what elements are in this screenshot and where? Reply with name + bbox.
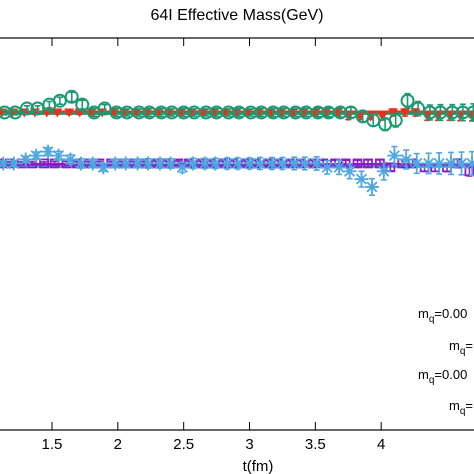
- star-marker: [197, 156, 212, 171]
- triangle-marker: [399, 108, 410, 118]
- star-marker: [364, 179, 379, 194]
- star-marker: [108, 156, 123, 171]
- star-marker: [41, 144, 56, 159]
- square-marker: [363, 158, 373, 169]
- circle-marker: [176, 105, 191, 120]
- circle-marker: [343, 105, 358, 120]
- circle-marker: [288, 105, 303, 120]
- star-marker: [399, 152, 414, 167]
- series-circle: [0, 89, 474, 132]
- legend-label: mq=0.00: [418, 306, 467, 325]
- star-marker: [6, 156, 21, 171]
- circle-marker: [19, 101, 34, 116]
- star-marker: [376, 164, 391, 179]
- star-marker: [220, 156, 235, 171]
- circle-marker: [266, 105, 281, 120]
- star-marker: [18, 152, 33, 167]
- star-marker: [432, 156, 447, 171]
- star-marker: [443, 156, 458, 171]
- circle-marker: [455, 105, 470, 120]
- star-marker: [409, 156, 424, 171]
- star-marker: [51, 148, 66, 163]
- star-marker: [387, 148, 402, 163]
- x-tick-label: 3.5: [305, 436, 326, 453]
- star-marker: [354, 172, 369, 187]
- circle-marker: [64, 89, 79, 104]
- circle-marker: [97, 101, 112, 116]
- star-marker: [152, 156, 167, 171]
- star-marker: [275, 156, 290, 171]
- circle-marker: [400, 93, 415, 108]
- star-marker: [73, 156, 88, 171]
- circle-marker: [411, 101, 426, 116]
- circle-marker: [52, 93, 67, 108]
- star-marker: [309, 156, 324, 171]
- circle-marker: [221, 105, 236, 120]
- star-marker: [454, 156, 469, 171]
- x-tick-label: 4: [377, 436, 385, 453]
- circle-marker: [199, 105, 214, 120]
- star-marker: [342, 164, 357, 179]
- square-marker: [352, 158, 363, 169]
- circle-marker: [30, 101, 45, 116]
- star-marker: [85, 156, 100, 171]
- star-marker: [118, 156, 133, 171]
- circle-marker: [310, 105, 325, 120]
- star-marker: [465, 156, 474, 171]
- x-axis-ticks: 1.5 2 2.5 3 3.5 4: [42, 38, 385, 453]
- x-tick-label: 1.5: [42, 436, 63, 453]
- circle-marker: [0, 105, 12, 120]
- circle-marker: [466, 105, 474, 120]
- circle-marker: [445, 105, 460, 120]
- chart-title: 64I Effective Mass(GeV): [150, 7, 323, 24]
- triangle-marker: [64, 108, 75, 118]
- series-triangle-down: [0, 108, 474, 122]
- star-marker: [230, 156, 245, 171]
- star-marker: [0, 156, 11, 171]
- star-marker: [175, 160, 190, 175]
- circle-marker: [75, 97, 90, 112]
- star-marker: [208, 156, 223, 171]
- circle-marker: [366, 113, 381, 128]
- x-axis-label: t(fm): [243, 458, 274, 474]
- x-tick-label: 2: [114, 436, 122, 453]
- star-marker: [242, 156, 257, 171]
- star-marker: [63, 152, 78, 167]
- triangle-marker: [377, 112, 388, 122]
- legend-label: mq=: [449, 338, 473, 357]
- circle-marker: [422, 105, 437, 120]
- star-marker: [287, 156, 302, 171]
- plot-frame: [0, 37, 474, 431]
- x-tick-label: 3: [245, 436, 253, 453]
- star-marker: [163, 156, 178, 171]
- star-marker: [297, 156, 312, 171]
- circle-marker: [8, 105, 23, 120]
- circle-marker: [388, 113, 403, 128]
- star-marker: [96, 160, 111, 175]
- x-tick-label: 2.5: [173, 436, 194, 453]
- star-marker: [332, 160, 347, 175]
- star-marker: [264, 156, 279, 171]
- star-marker: [421, 156, 436, 171]
- circle-marker: [109, 105, 124, 120]
- star-marker: [130, 156, 145, 171]
- series-star: [0, 144, 474, 196]
- legend-label: mq=: [449, 398, 473, 417]
- circle-marker: [154, 105, 169, 120]
- star-marker: [320, 160, 335, 175]
- data-points: [0, 89, 474, 196]
- star-marker: [253, 156, 268, 171]
- legend: mq=0.00 mq= mq=0.00 mq=: [418, 306, 473, 417]
- star-marker: [29, 148, 44, 163]
- triangle-marker: [52, 108, 63, 118]
- star-marker: [141, 156, 156, 171]
- circle-marker: [131, 105, 146, 120]
- square-marker: [39, 158, 49, 169]
- circle-marker: [243, 105, 258, 120]
- circle-marker: [333, 105, 348, 120]
- legend-label: mq=0.00: [418, 367, 467, 386]
- star-marker: [185, 156, 200, 171]
